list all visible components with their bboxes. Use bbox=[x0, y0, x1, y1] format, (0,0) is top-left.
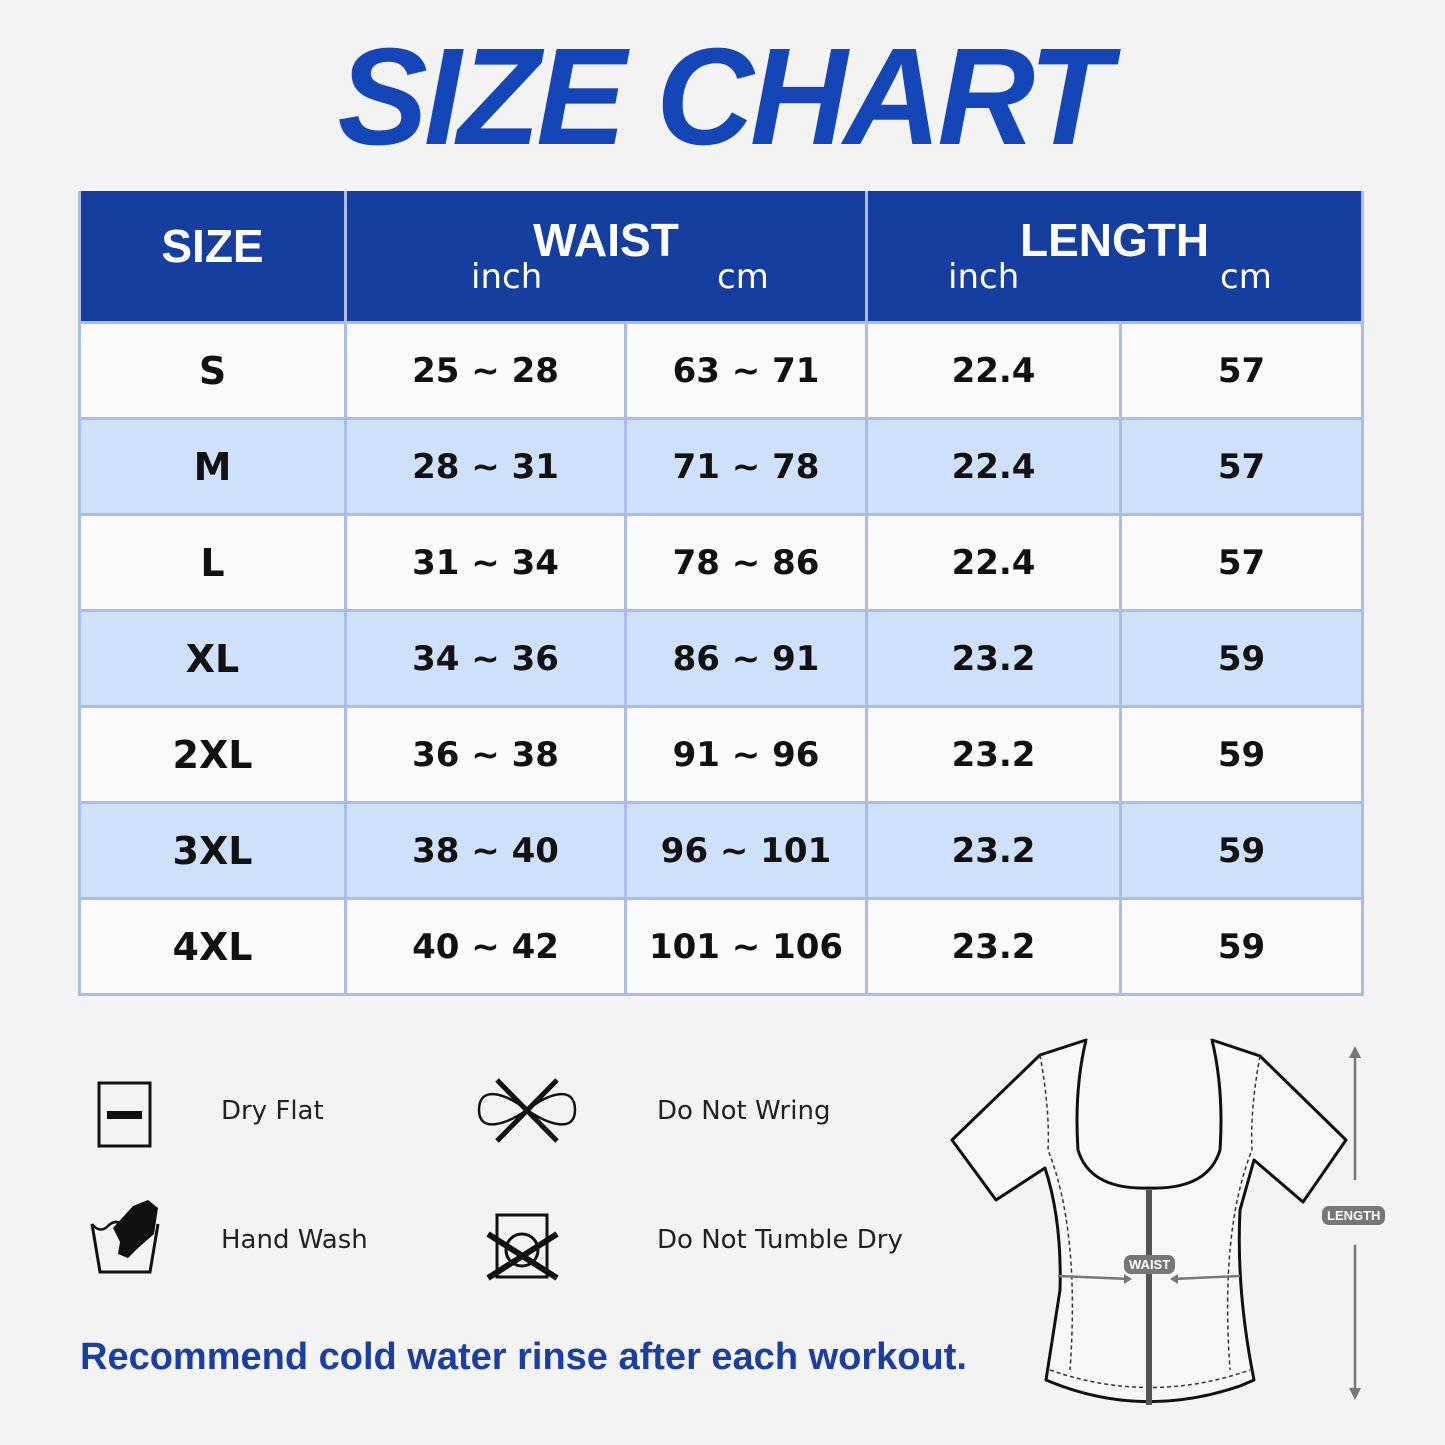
header-length: LENGTH inch cm bbox=[865, 191, 1365, 324]
cell-length-inch: 23.2 bbox=[865, 801, 1123, 900]
do-not-tumble-dry-icon bbox=[486, 1213, 559, 1281]
cell-length-inch: 22.4 bbox=[865, 417, 1123, 516]
cell-length-inch: 23.2 bbox=[865, 609, 1123, 708]
cell-size: XL bbox=[78, 609, 347, 708]
cell-size: M bbox=[78, 417, 347, 516]
cell-length-cm: 59 bbox=[1119, 897, 1365, 996]
table-row: M 28 ~ 31 71 ~ 78 22.4 57 bbox=[78, 417, 1365, 516]
table-row: 4XL 40 ~ 42 101 ~ 106 23.2 59 bbox=[78, 897, 1365, 996]
cell-waist-cm: 96 ~ 101 bbox=[623, 801, 869, 900]
care-note: Recommend cold water rinse after each wo… bbox=[80, 1336, 967, 1378]
do-not-wring-icon bbox=[477, 1078, 577, 1143]
header-size: SIZE bbox=[78, 191, 347, 324]
garment-diagram bbox=[950, 1038, 1361, 1405]
care-label-dry-flat: Dry Flat bbox=[221, 1096, 324, 1126]
cell-waist-cm: 91 ~ 96 bbox=[623, 705, 869, 804]
table-row: L 31 ~ 34 78 ~ 86 22.4 57 bbox=[78, 513, 1365, 612]
header-waist: WAIST inch cm bbox=[343, 191, 869, 324]
cell-waist-cm: 63 ~ 71 bbox=[623, 321, 869, 420]
length-inch-unit: inch bbox=[948, 257, 1020, 297]
cell-length-cm: 57 bbox=[1119, 321, 1365, 420]
cell-length-inch: 23.2 bbox=[865, 705, 1123, 804]
cell-waist-inch: 34 ~ 36 bbox=[344, 609, 627, 708]
cell-waist-inch: 31 ~ 34 bbox=[344, 513, 627, 612]
cell-waist-cm: 71 ~ 78 bbox=[623, 417, 869, 516]
care-label-do-not-tumble-dry: Do Not Tumble Dry bbox=[657, 1225, 903, 1255]
cell-length-cm: 59 bbox=[1119, 801, 1365, 900]
cell-length-cm: 59 bbox=[1119, 609, 1365, 708]
cell-waist-inch: 40 ~ 42 bbox=[344, 897, 627, 996]
cell-length-cm: 59 bbox=[1119, 705, 1365, 804]
cell-waist-cm: 78 ~ 86 bbox=[623, 513, 869, 612]
cell-size: 4XL bbox=[78, 897, 347, 996]
cell-waist-cm: 86 ~ 91 bbox=[623, 609, 869, 708]
cell-size: 2XL bbox=[78, 705, 347, 804]
waist-label: WAIST bbox=[1124, 1255, 1176, 1274]
page-title: SIZE CHART bbox=[337, 20, 1112, 174]
cell-waist-inch: 25 ~ 28 bbox=[344, 321, 627, 420]
cell-waist-inch: 36 ~ 38 bbox=[344, 705, 627, 804]
cell-size: L bbox=[78, 513, 347, 612]
length-label: LENGTH bbox=[1322, 1206, 1386, 1225]
table-row: 3XL 38 ~ 40 96 ~ 101 23.2 59 bbox=[78, 801, 1365, 900]
cell-length-cm: 57 bbox=[1119, 513, 1365, 612]
table-row: 2XL 36 ~ 38 91 ~ 96 23.2 59 bbox=[78, 705, 1365, 804]
cell-waist-inch: 38 ~ 40 bbox=[344, 801, 627, 900]
table-row: S 25 ~ 28 63 ~ 71 22.4 57 bbox=[78, 321, 1365, 420]
cell-length-cm: 57 bbox=[1119, 417, 1365, 516]
length-cm-unit: cm bbox=[1220, 257, 1272, 297]
cell-length-inch: 22.4 bbox=[865, 513, 1123, 612]
cell-waist-cm: 101 ~ 106 bbox=[623, 897, 869, 996]
table-row: XL 34 ~ 36 86 ~ 91 23.2 59 bbox=[78, 609, 1365, 708]
cell-size: 3XL bbox=[78, 801, 347, 900]
dry-flat-icon bbox=[97, 1081, 152, 1148]
cell-length-inch: 23.2 bbox=[865, 897, 1123, 996]
cell-waist-inch: 28 ~ 31 bbox=[344, 417, 627, 516]
cell-size: S bbox=[78, 321, 347, 420]
cell-length-inch: 22.4 bbox=[865, 321, 1123, 420]
care-label-hand-wash: Hand Wash bbox=[221, 1225, 368, 1255]
size-table: SIZE WAIST inch cm LENGTH inch cm S 25 ~ … bbox=[78, 191, 1365, 996]
hand-wash-icon bbox=[90, 1200, 160, 1274]
table-header: SIZE WAIST inch cm LENGTH inch cm bbox=[78, 191, 1365, 324]
waist-inch-unit: inch bbox=[471, 257, 543, 297]
waist-arrow-icon bbox=[1057, 1274, 1131, 1281]
care-label-do-not-wring: Do Not Wring bbox=[657, 1096, 831, 1126]
waist-cm-unit: cm bbox=[717, 257, 769, 297]
